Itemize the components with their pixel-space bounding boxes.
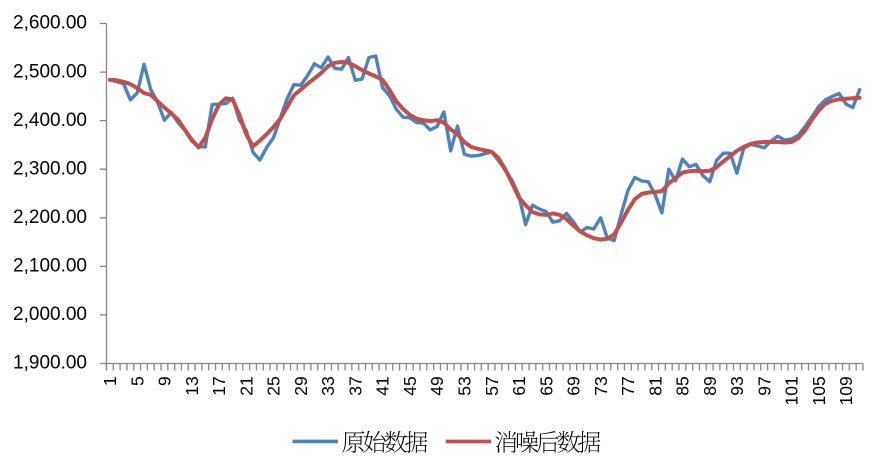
svg-text:65: 65 bbox=[536, 376, 556, 395]
svg-text:93: 93 bbox=[727, 376, 747, 395]
svg-text:101: 101 bbox=[782, 376, 802, 405]
svg-text:2,100.00: 2,100.00 bbox=[13, 256, 87, 277]
svg-text:1,900.00: 1,900.00 bbox=[13, 353, 87, 374]
svg-text:2,500.00: 2,500.00 bbox=[13, 61, 87, 82]
svg-text:81: 81 bbox=[645, 376, 665, 395]
svg-text:2,300.00: 2,300.00 bbox=[13, 158, 87, 179]
svg-text:21: 21 bbox=[236, 376, 256, 395]
svg-text:37: 37 bbox=[346, 376, 366, 395]
svg-text:109: 109 bbox=[836, 376, 856, 405]
svg-text:73: 73 bbox=[591, 376, 611, 395]
svg-text:41: 41 bbox=[373, 376, 393, 395]
svg-text:61: 61 bbox=[509, 376, 529, 395]
svg-text:2,400.00: 2,400.00 bbox=[13, 110, 87, 131]
svg-text:97: 97 bbox=[754, 376, 774, 395]
svg-text:9: 9 bbox=[155, 376, 175, 386]
svg-text:57: 57 bbox=[482, 376, 502, 395]
svg-text:5: 5 bbox=[127, 376, 147, 386]
svg-text:89: 89 bbox=[700, 376, 720, 395]
svg-text:33: 33 bbox=[318, 376, 338, 395]
svg-text:2,000.00: 2,000.00 bbox=[13, 304, 87, 325]
svg-text:17: 17 bbox=[209, 376, 229, 395]
svg-text:29: 29 bbox=[291, 376, 311, 395]
svg-text:85: 85 bbox=[673, 376, 693, 395]
svg-text:2,600.00: 2,600.00 bbox=[13, 13, 87, 34]
svg-text:2,200.00: 2,200.00 bbox=[13, 207, 87, 228]
svg-text:53: 53 bbox=[455, 376, 475, 395]
svg-text:69: 69 bbox=[564, 376, 584, 395]
svg-text:49: 49 bbox=[427, 376, 447, 395]
svg-text:1: 1 bbox=[100, 376, 120, 386]
svg-text:77: 77 bbox=[618, 376, 638, 395]
svg-text:45: 45 bbox=[400, 376, 420, 395]
svg-text:13: 13 bbox=[182, 376, 202, 395]
svg-text:25: 25 bbox=[264, 376, 284, 395]
svg-text:105: 105 bbox=[809, 376, 829, 405]
